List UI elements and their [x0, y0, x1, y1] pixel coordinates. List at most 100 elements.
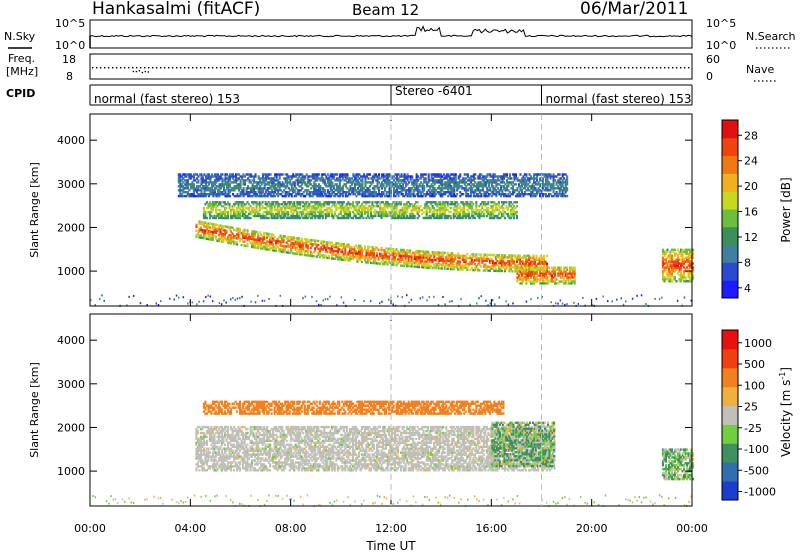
heatmap-cell	[385, 177, 388, 180]
heatmap-cell	[404, 212, 407, 216]
heatmap-cell	[470, 206, 473, 210]
heatmap-cell	[500, 262, 503, 265]
heatmap-cell	[309, 216, 312, 220]
freq-dot	[580, 67, 582, 69]
heatmap-cell	[672, 270, 675, 273]
heatmap-cell	[502, 181, 505, 184]
heatmap-cell	[515, 260, 518, 263]
heatmap-cell	[282, 235, 285, 238]
heatmap-cell	[324, 201, 327, 204]
heatmap-cell	[453, 175, 456, 178]
heatmap-cell	[219, 203, 222, 206]
heatmap-cell	[412, 181, 415, 184]
heatmap-cell	[348, 245, 351, 248]
heatmap-cell	[518, 260, 521, 263]
heatmap-cell	[220, 212, 223, 216]
noise-right-tick-bottom: 10^0	[706, 39, 736, 52]
freq-dot	[244, 67, 246, 69]
heatmap-cell	[394, 189, 397, 192]
heatmap-cell	[228, 226, 231, 229]
heatmap-cell	[316, 177, 319, 180]
heatmap-cell	[330, 201, 333, 204]
freq-dot	[308, 67, 310, 69]
heatmap-cell	[219, 193, 222, 196]
heatmap-cell	[360, 246, 363, 250]
heatmap-cell	[266, 242, 269, 245]
heatmap-cell	[312, 205, 315, 208]
heatmap-cell	[395, 206, 398, 210]
heatmap-cell	[291, 238, 294, 241]
heatmap-cell	[368, 185, 371, 188]
heatmap-cell	[296, 189, 299, 192]
heatmap-cell	[683, 258, 686, 261]
freq-dot	[672, 67, 674, 69]
heatmap-cell	[566, 183, 569, 186]
heatmap-cell	[270, 233, 273, 236]
heatmap-cell	[469, 177, 472, 180]
heatmap-cell	[241, 189, 244, 192]
heatmap-cell	[331, 193, 334, 196]
heatmap-cell	[457, 252, 460, 255]
heatmap-cell	[204, 179, 207, 182]
heatmap-cell	[474, 191, 477, 194]
heatmap-cell	[277, 181, 280, 184]
heatmap-cell	[430, 175, 433, 178]
heatmap-cell	[339, 206, 342, 210]
heatmap-cell	[231, 208, 234, 212]
heatmap-cell	[454, 179, 457, 182]
heatmap-cell	[285, 237, 288, 240]
heatmap-cell	[445, 257, 448, 261]
heatmap-cell	[418, 191, 421, 194]
heatmap-cell	[338, 206, 341, 210]
heatmap-cell	[220, 224, 223, 228]
heatmap-cell	[485, 259, 488, 262]
heatmap-cell	[337, 194, 340, 198]
heatmap-cell	[211, 208, 214, 212]
freq-dot	[564, 67, 566, 69]
heatmap-cell	[358, 183, 361, 186]
heatmap-cell	[185, 179, 188, 182]
heatmap-cell	[492, 187, 495, 190]
heatmap-cell	[263, 216, 266, 220]
heatmap-cell	[418, 210, 421, 214]
heatmap-cell	[227, 210, 230, 214]
heatmap-cell	[468, 183, 471, 186]
heatmap-cell	[400, 173, 403, 176]
heatmap-cell	[403, 216, 406, 220]
heatmap-cell	[507, 189, 510, 192]
heatmap-cell	[228, 237, 231, 241]
heatmap-cell	[308, 194, 311, 198]
heatmap-cell	[260, 193, 263, 196]
freq-dot	[164, 67, 166, 69]
freq-dot	[304, 67, 306, 69]
heatmap-cell	[449, 214, 452, 218]
heatmap-cell	[382, 201, 385, 204]
heatmap-cell	[663, 280, 666, 283]
freq-dot	[192, 67, 194, 69]
heatmap-cell	[676, 254, 679, 257]
heatmap-cell	[344, 206, 347, 210]
heatmap-cell	[481, 177, 484, 180]
heatmap-cell	[281, 203, 284, 206]
heatmap-cell	[199, 220, 202, 224]
heatmap-cell	[223, 201, 226, 204]
heatmap-cell	[263, 187, 266, 190]
heatmap-cell	[304, 175, 307, 178]
heatmap-cell	[236, 177, 239, 180]
heatmap-cell	[680, 274, 683, 277]
heatmap-cell	[282, 244, 285, 248]
heatmap-cell	[305, 242, 308, 245]
heatmap-cell	[227, 193, 230, 196]
heatmap-cell	[290, 189, 293, 192]
heatmap-cell	[242, 183, 245, 186]
heatmap-cell	[277, 194, 280, 198]
heatmap-cell	[509, 201, 512, 204]
heatmap-cell	[245, 236, 248, 240]
freq-dot	[160, 67, 162, 69]
heatmap-cell	[461, 201, 464, 204]
heatmap-cell	[285, 206, 288, 210]
heatmap-cell	[534, 181, 537, 184]
heatmap-cell	[445, 201, 448, 204]
heatmap-cell	[493, 269, 496, 272]
heatmap-cell	[299, 181, 302, 184]
